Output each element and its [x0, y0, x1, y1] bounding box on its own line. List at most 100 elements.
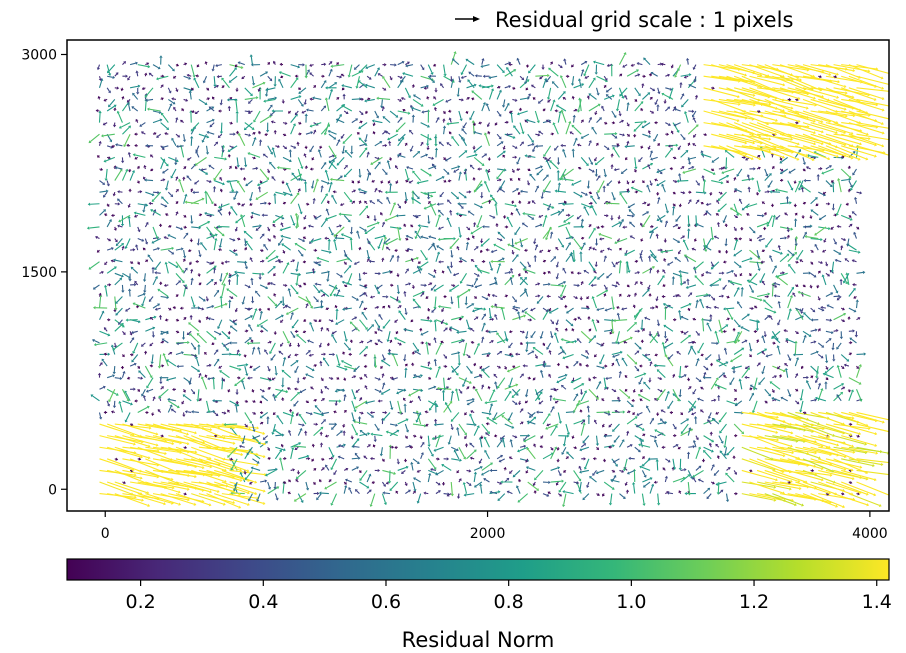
residual-arrow — [165, 213, 169, 217]
residual-arrow — [721, 168, 735, 175]
residual-arrow — [355, 76, 361, 89]
residual-arrow — [313, 178, 319, 193]
residual-arrow — [825, 133, 862, 146]
residual-arrow — [626, 140, 630, 146]
residual-arrow — [295, 273, 299, 286]
residual-arrow — [358, 64, 368, 74]
residual-arrow — [293, 400, 299, 407]
residual-arrow — [342, 423, 346, 428]
residual-arrow — [113, 226, 117, 231]
residual-arrow — [154, 307, 161, 311]
residual-arrow — [294, 110, 299, 116]
residual-arrow — [611, 474, 617, 483]
residual-arrow — [282, 480, 287, 485]
residual-arrow — [271, 377, 276, 381]
residual-arrow — [848, 64, 884, 80]
residual-arrow — [703, 318, 712, 323]
residual-arrow — [103, 98, 108, 102]
residual-arrow — [198, 435, 236, 445]
residual-arrow — [229, 493, 266, 505]
residual-arrow — [626, 416, 638, 425]
residual-arrow — [244, 399, 249, 403]
residual-arrow — [555, 246, 559, 251]
residual-arrow — [672, 223, 679, 228]
residual-arrow — [711, 417, 720, 425]
residual-arrow — [715, 359, 727, 367]
residual-arrow — [214, 180, 225, 186]
residual-arrow — [787, 354, 792, 362]
residual-arrow — [428, 400, 439, 408]
residual-arrow — [312, 197, 316, 204]
residual-arrow — [228, 75, 238, 83]
residual-arrow — [758, 238, 765, 242]
residual-arrow — [583, 269, 590, 274]
residual-arrow — [440, 319, 445, 325]
residual-arrow — [649, 150, 654, 158]
residual-arrow — [717, 203, 727, 213]
residual-arrow — [740, 326, 750, 332]
residual-arrow — [555, 104, 567, 112]
residual-arrow — [427, 446, 434, 457]
residual-arrow — [290, 272, 302, 277]
residual-arrow — [815, 203, 819, 207]
residual-arrow — [680, 418, 690, 425]
residual-arrow — [634, 281, 638, 286]
residual-arrow — [571, 328, 575, 332]
residual-arrow — [703, 293, 712, 298]
residual-arrow — [580, 218, 585, 228]
residual-arrow — [814, 226, 827, 236]
residual-arrow — [175, 201, 179, 205]
residual-arrow — [724, 150, 735, 158]
residual-arrow — [144, 87, 154, 98]
residual-arrow — [325, 464, 330, 471]
residual-arrow — [412, 342, 420, 352]
residual-arrow — [765, 353, 773, 358]
residual-arrow — [512, 470, 521, 478]
residual-arrow — [749, 145, 785, 159]
residual-arrow — [488, 261, 494, 272]
residual-arrow — [327, 238, 331, 251]
residual-arrow — [194, 110, 200, 115]
residual-arrow — [127, 151, 131, 158]
residual-arrow — [756, 250, 761, 259]
residual-arrow — [580, 191, 588, 196]
residual-arrow — [588, 276, 597, 286]
residual-arrow — [695, 358, 700, 367]
residual-arrow — [273, 429, 284, 437]
residual-arrow — [599, 249, 605, 253]
residual-arrow — [433, 358, 437, 367]
residual-arrow — [595, 142, 599, 147]
residual-arrow — [761, 350, 766, 355]
residual-arrow — [749, 226, 756, 234]
residual-arrow — [485, 432, 490, 437]
residual-arrow — [420, 441, 425, 448]
residual-arrow — [779, 87, 816, 100]
residual-arrow — [487, 168, 491, 174]
residual-arrow — [700, 353, 704, 357]
residual-arrow — [654, 353, 658, 357]
residual-arrow — [458, 110, 463, 122]
residual-arrow — [405, 64, 414, 68]
residual-arrow — [741, 458, 776, 472]
residual-arrow — [366, 324, 375, 332]
residual-arrow — [113, 258, 123, 263]
residual-arrow — [267, 307, 270, 311]
residual-arrow — [618, 87, 625, 99]
residual-arrow — [340, 360, 353, 367]
residual-arrow — [489, 340, 494, 344]
residual-arrow — [168, 400, 180, 409]
residual-arrow — [235, 389, 239, 395]
residual-arrow — [851, 211, 857, 216]
residual-arrow — [397, 465, 409, 471]
residual-arrow — [680, 191, 686, 195]
residual-arrow — [359, 226, 367, 232]
residual-arrow — [267, 446, 271, 451]
residual-arrow — [793, 203, 797, 208]
residual-arrow — [756, 261, 761, 272]
residual-arrow — [247, 376, 253, 380]
residual-arrow — [361, 311, 368, 321]
residual-arrow — [123, 133, 131, 148]
residual-arrow — [378, 189, 383, 193]
residual-arrow — [787, 294, 793, 309]
residual-arrow — [319, 299, 324, 309]
